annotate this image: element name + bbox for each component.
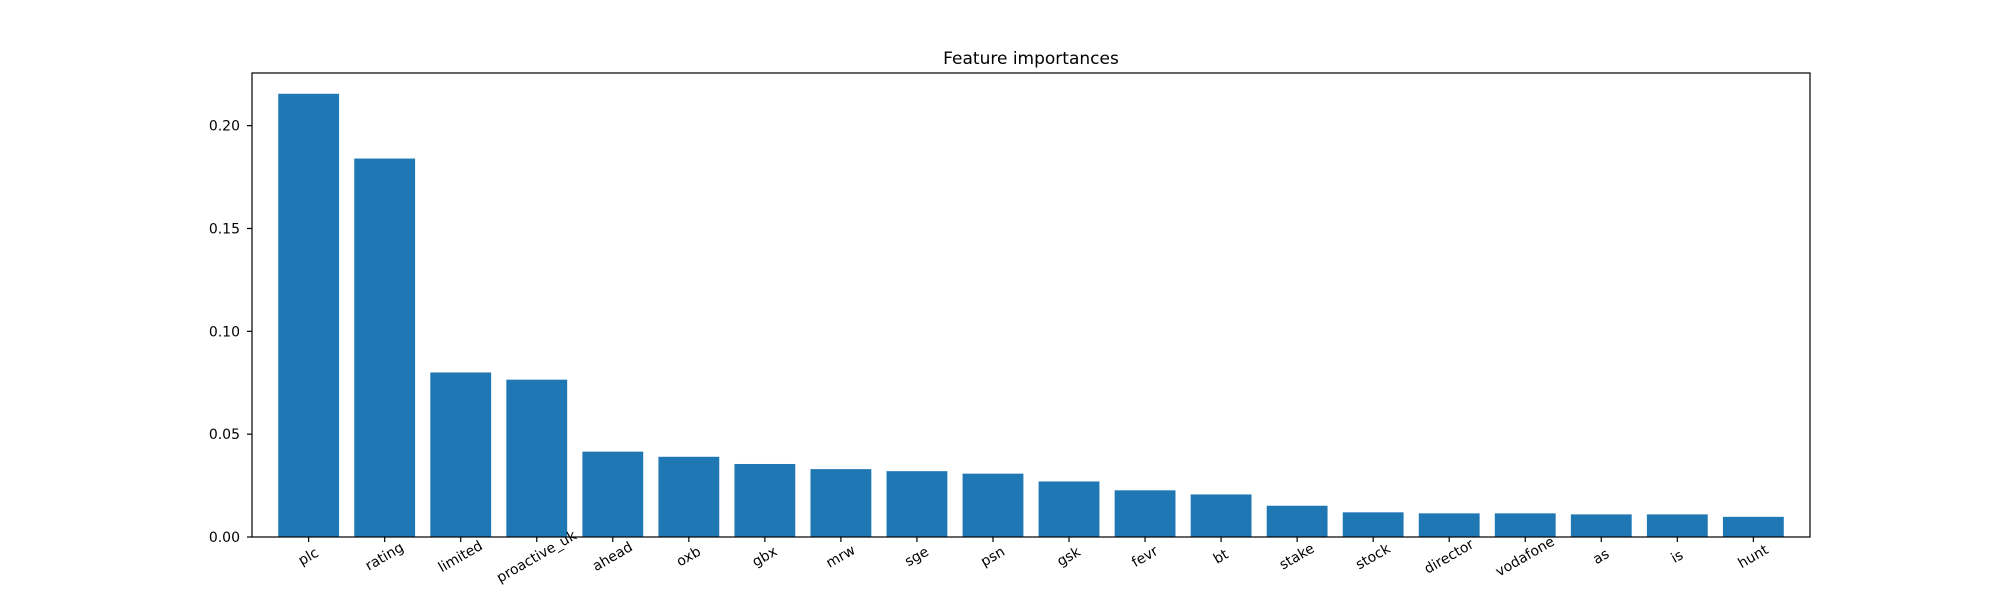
bar-limited: [430, 372, 492, 537]
bar-oxb: [658, 456, 720, 537]
bar-ahead: [582, 451, 644, 537]
x-tick-label-oxb: oxb: [674, 544, 704, 571]
y-axis: 0.00 0.05 0.10 0.15 0.20: [209, 119, 252, 546]
x-tick-label-rating: rating: [363, 540, 407, 575]
plot-frame: [251, 72, 1811, 538]
x-tick-label-ahead: ahead: [590, 539, 636, 575]
bar-fevr: [1114, 490, 1176, 537]
chart-title: Feature importances: [943, 49, 1119, 69]
x-tick-label-stake: stake: [1277, 541, 1318, 574]
bars-group: [278, 93, 1784, 538]
bar-gbx: [734, 463, 796, 537]
bar-vodafone: [1494, 513, 1556, 537]
x-tick-label-limited: limited: [436, 538, 486, 576]
x-tick-label-gsk: gsk: [1054, 544, 1084, 570]
x-tick-label-mrw: mrw: [824, 542, 859, 571]
bar-psn: [962, 473, 1024, 537]
bar-stock: [1342, 512, 1404, 537]
x-tick-label-bt: bt: [1211, 546, 1232, 567]
bar-mrw: [810, 469, 872, 537]
x-tick-label-stock: stock: [1353, 540, 1394, 573]
x-tick-label-gbx: gbx: [750, 544, 781, 571]
x-tick-label-as: as: [1590, 546, 1612, 568]
bar-stake: [1266, 505, 1328, 537]
x-tick-label-hunt: hunt: [1735, 542, 1771, 572]
x-tick-label-sge: sge: [902, 544, 931, 570]
bar-plc: [278, 93, 340, 538]
y-tick-label: 0.00: [209, 530, 240, 546]
y-tick-label: 0.10: [209, 324, 240, 340]
bar-as: [1570, 514, 1632, 537]
bar-is: [1646, 514, 1708, 537]
x-tick-label-is: is: [1668, 547, 1686, 566]
bar-rating: [354, 158, 416, 537]
x-tick-label-psn: psn: [978, 544, 1008, 570]
x-tick-label-fevr: fevr: [1129, 543, 1161, 571]
x-tick-label-plc: plc: [296, 545, 322, 569]
bar-gsk: [1038, 481, 1100, 537]
bar-director: [1418, 513, 1480, 537]
y-tick-label: 0.15: [209, 221, 240, 237]
bar-hunt: [1722, 516, 1784, 537]
y-tick-label: 0.05: [209, 427, 240, 443]
bar-sge: [886, 471, 948, 537]
bar-bt: [1190, 494, 1252, 537]
y-tick-label: 0.20: [209, 119, 240, 135]
x-tick-label-director: director: [1422, 536, 1477, 577]
bar-proactive_uk: [506, 379, 568, 537]
